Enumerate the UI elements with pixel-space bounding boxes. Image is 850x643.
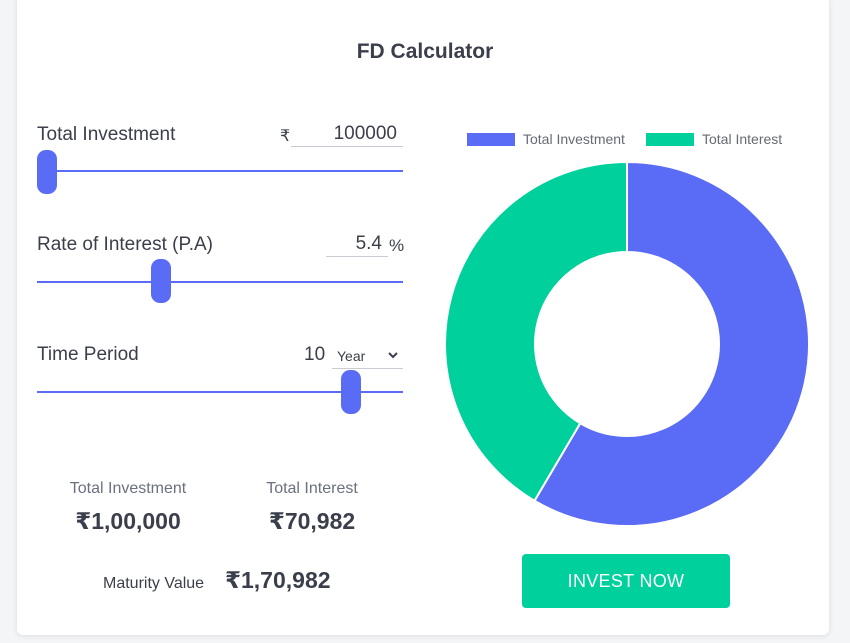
- period-label: Time Period: [37, 344, 139, 365]
- maturity-label: Maturity Value: [103, 575, 205, 592]
- period-slider-track[interactable]: [37, 391, 403, 393]
- legend-interest-swatch: [646, 132, 694, 146]
- summary-investment-value: ₹1,00,000: [75, 508, 181, 534]
- period-unit-selected: Year: [337, 348, 366, 364]
- legend-investment-label: Total Investment: [523, 131, 625, 147]
- chevron-down-icon: [387, 344, 399, 368]
- maturity-value: ₹1,70,982: [225, 567, 331, 593]
- period-value[interactable]: 10: [304, 344, 326, 365]
- legend-investment: Total Investment: [467, 131, 625, 147]
- investment-input[interactable]: 100000: [291, 122, 403, 147]
- donut-chart: [444, 160, 810, 527]
- summary-investment-label: Total Investment: [69, 480, 187, 497]
- rupee-icon: ₹: [280, 128, 291, 145]
- investment-slider-thumb[interactable]: [37, 150, 57, 194]
- period-slider-thumb[interactable]: [341, 370, 362, 414]
- donut-slice-total-investment: [533, 160, 810, 527]
- rate-label: Rate of Interest (P.A): [37, 234, 214, 255]
- period-unit-select[interactable]: Year: [332, 344, 403, 369]
- summary-interest-label: Total Interest: [266, 480, 358, 497]
- rate-slider-track[interactable]: [37, 281, 403, 283]
- investment-label: Total Investment: [37, 124, 176, 145]
- investment-slider-track[interactable]: [37, 170, 403, 172]
- calculator-card: [17, 0, 829, 635]
- page-title: FD Calculator: [356, 40, 494, 63]
- legend-interest-label: Total Interest: [702, 131, 783, 147]
- donut-slice-total-interest: [444, 160, 628, 503]
- legend-interest: Total Interest: [646, 131, 782, 147]
- summary-interest-value: ₹70,982: [268, 508, 356, 534]
- legend-investment-swatch: [467, 132, 515, 146]
- rate-slider-thumb[interactable]: [151, 259, 172, 303]
- percent-unit: %: [389, 236, 405, 255]
- rate-input[interactable]: 5.4: [326, 232, 388, 257]
- invest-now-button[interactable]: INVEST NOW: [522, 554, 730, 608]
